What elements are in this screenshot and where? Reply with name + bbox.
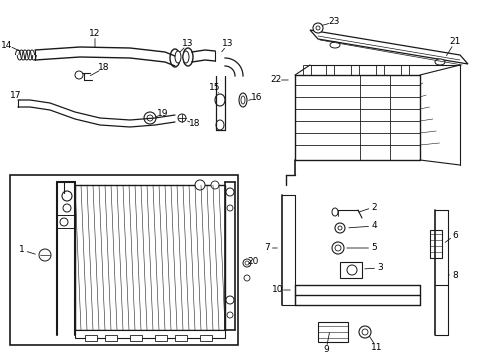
- Circle shape: [195, 180, 205, 190]
- Bar: [318, 322, 348, 342]
- Text: 5: 5: [371, 243, 377, 252]
- Text: 21: 21: [449, 37, 461, 46]
- Circle shape: [60, 218, 68, 226]
- Circle shape: [144, 112, 156, 124]
- Bar: [130, 335, 142, 341]
- Circle shape: [227, 312, 233, 318]
- Bar: [326, 65, 334, 75]
- Text: 7: 7: [264, 243, 270, 252]
- Text: 23: 23: [328, 18, 340, 27]
- Ellipse shape: [435, 59, 445, 65]
- Text: 20: 20: [247, 257, 259, 266]
- Bar: [155, 335, 167, 341]
- Bar: [376, 65, 384, 75]
- Bar: [75, 185, 225, 330]
- Circle shape: [62, 191, 72, 201]
- Text: 1: 1: [19, 246, 25, 255]
- Bar: [430, 230, 442, 258]
- Ellipse shape: [75, 71, 83, 79]
- Circle shape: [63, 204, 71, 212]
- Ellipse shape: [170, 49, 180, 67]
- Polygon shape: [310, 30, 468, 64]
- Ellipse shape: [183, 48, 193, 66]
- Text: 18: 18: [189, 120, 201, 129]
- Text: 2: 2: [371, 202, 377, 211]
- Ellipse shape: [178, 114, 186, 122]
- Circle shape: [147, 115, 153, 121]
- Bar: [200, 335, 212, 341]
- Circle shape: [227, 205, 233, 211]
- Bar: [401, 65, 409, 75]
- Circle shape: [359, 326, 371, 338]
- Text: 11: 11: [371, 343, 383, 352]
- Circle shape: [244, 275, 250, 281]
- Ellipse shape: [216, 120, 224, 130]
- Ellipse shape: [332, 208, 338, 216]
- Circle shape: [332, 242, 344, 254]
- Text: 22: 22: [270, 76, 282, 85]
- Text: 13: 13: [182, 40, 194, 49]
- Ellipse shape: [330, 42, 340, 48]
- Circle shape: [362, 329, 368, 335]
- Bar: [340, 262, 362, 278]
- Circle shape: [313, 23, 323, 33]
- Bar: [10, 175, 238, 345]
- Circle shape: [335, 223, 345, 233]
- Text: 14: 14: [1, 40, 13, 49]
- Text: 6: 6: [452, 230, 458, 239]
- Text: 15: 15: [209, 84, 221, 93]
- Circle shape: [347, 265, 357, 275]
- Ellipse shape: [175, 51, 181, 63]
- Bar: [303, 65, 311, 75]
- Circle shape: [211, 181, 219, 189]
- Circle shape: [226, 188, 234, 196]
- Circle shape: [245, 261, 249, 265]
- Bar: [75, 330, 225, 338]
- Text: 13: 13: [222, 40, 234, 49]
- Circle shape: [338, 226, 342, 230]
- Text: 19: 19: [157, 109, 169, 118]
- Text: 3: 3: [377, 264, 383, 273]
- Bar: [85, 335, 97, 341]
- Circle shape: [335, 245, 341, 251]
- Text: 10: 10: [272, 285, 284, 294]
- Text: 9: 9: [323, 346, 329, 355]
- Text: 12: 12: [89, 28, 100, 37]
- Ellipse shape: [183, 51, 189, 63]
- Text: 18: 18: [98, 63, 110, 72]
- Circle shape: [316, 26, 320, 30]
- Circle shape: [226, 296, 234, 304]
- Text: 8: 8: [452, 270, 458, 279]
- Bar: [175, 335, 187, 341]
- Circle shape: [39, 249, 51, 261]
- Ellipse shape: [239, 93, 247, 107]
- Ellipse shape: [241, 96, 245, 104]
- Bar: [351, 65, 359, 75]
- Ellipse shape: [215, 94, 225, 106]
- Bar: [105, 335, 117, 341]
- Text: 4: 4: [371, 221, 377, 230]
- Text: 17: 17: [10, 91, 22, 100]
- Circle shape: [243, 259, 251, 267]
- Text: 16: 16: [251, 94, 263, 103]
